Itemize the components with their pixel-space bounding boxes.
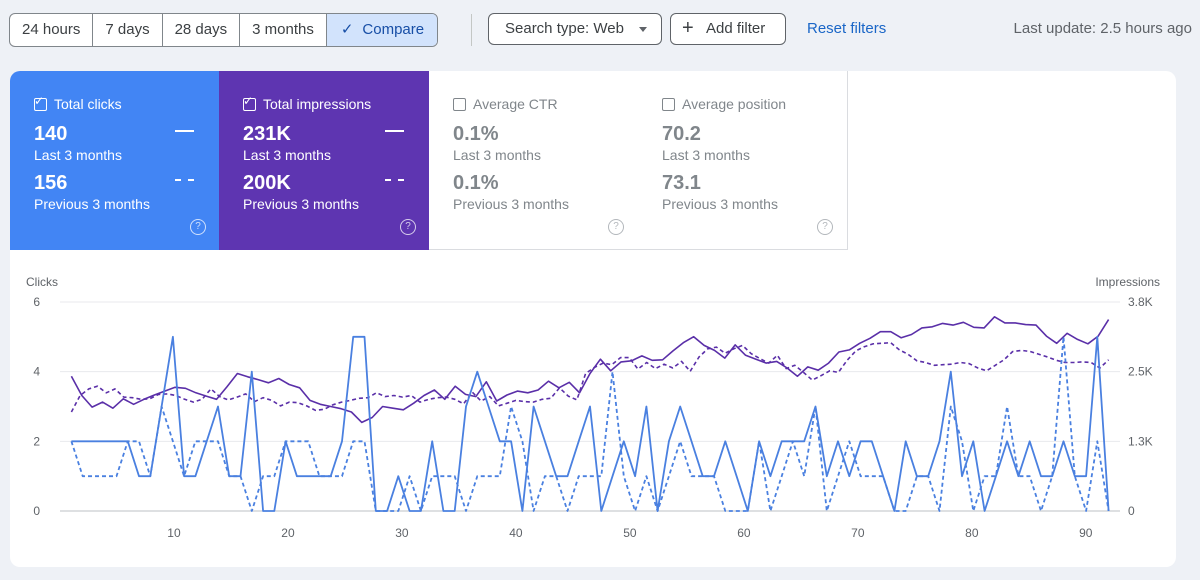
metric-tile-average-ctr[interactable]: Average CTR 0.1% Last 3 months 0.1% Prev…: [429, 71, 639, 250]
metric-tile-total-impressions[interactable]: ✓ Total impressions 231K Last 3 months 2…: [219, 71, 430, 250]
metric-prev-period: Previous 3 months: [243, 196, 359, 212]
y-axis-right: 0 1.3K 2.5K 3.8K: [1128, 295, 1153, 518]
y-right-tick-label: 3.8K: [1128, 295, 1153, 309]
metric-tile-total-clicks[interactable]: ✓ Total clicks 140 Last 3 months 156 Pre…: [10, 71, 220, 250]
x-tick-label: 50: [623, 526, 637, 540]
metric-period: Last 3 months: [453, 147, 541, 163]
metric-tile-average-position[interactable]: Average position 70.2 Last 3 months 73.1…: [638, 71, 848, 250]
check-icon: ✓: [340, 21, 354, 38]
performance-chart-svg: Clicks Impressions 0 2 4 6 0 1.3K 2.5K 3.8K 10…: [26, 275, 1160, 540]
y-right-tick-label: 1.3K: [1128, 434, 1153, 448]
solid-line-legend-icon: [175, 130, 194, 132]
y-axis-left-title: Clicks: [26, 275, 58, 289]
metric-period: Last 3 months: [662, 147, 750, 163]
range-28-days-button[interactable]: 28 days: [163, 14, 241, 46]
search-type-label: Search type: Web: [505, 20, 624, 37]
x-tick-label: 30: [395, 526, 409, 540]
x-tick-label: 80: [965, 526, 979, 540]
x-axis: 10 20 30 40 50 60 70 80 90: [167, 526, 1093, 540]
metric-label: Average CTR: [473, 96, 558, 112]
help-icon[interactable]: ?: [817, 219, 833, 235]
compare-button[interactable]: ✓ Compare: [326, 14, 438, 46]
metric-prev-value: 200K: [243, 172, 291, 194]
y-right-tick-label: 2.5K: [1128, 365, 1153, 379]
plus-icon: +: [682, 17, 694, 39]
compare-label: Compare: [362, 21, 425, 38]
metric-value: 0.1%: [453, 123, 499, 145]
metric-prev-period: Previous 3 months: [34, 196, 150, 212]
help-icon[interactable]: ?: [190, 219, 206, 235]
y-left-tick-label: 0: [33, 504, 40, 518]
solid-line-legend-icon: [385, 130, 404, 132]
series-line-impressions-previous: [70, 341, 1110, 413]
metric-period: Last 3 months: [243, 147, 331, 163]
chevron-down-icon: [639, 27, 647, 32]
check-icon: ✓: [34, 94, 45, 108]
checkbox-total-impressions[interactable]: ✓: [243, 94, 256, 111]
series-line-clicks-current: [71, 335, 1110, 512]
x-tick-label: 10: [167, 526, 181, 540]
x-tick-label: 40: [509, 526, 523, 540]
help-icon[interactable]: ?: [608, 219, 624, 235]
toolbar: 24 hours 7 days 28 days 3 months ✓ Compar…: [0, 0, 1200, 62]
date-range-selector: 24 hours 7 days 28 days 3 months ✓ Compar…: [9, 13, 439, 47]
y-axis-left: 0 2 4 6: [33, 295, 40, 518]
metric-period: Last 3 months: [34, 147, 122, 163]
x-tick-label: 70: [851, 526, 865, 540]
y-left-tick-label: 4: [33, 365, 40, 379]
metric-prev-value: 156: [34, 172, 68, 194]
y-right-tick-label: 0: [1128, 504, 1135, 518]
add-filter-label: Add filter: [706, 20, 766, 37]
metric-prev-value: 0.1%: [453, 172, 499, 194]
series-line-impressions-current: [70, 316, 1110, 424]
metric-label: Total clicks: [54, 96, 122, 112]
metric-value: 231K: [243, 123, 291, 145]
dashed-line-legend-icon: [385, 179, 404, 181]
x-tick-label: 60: [737, 526, 751, 540]
range-24-hours-button[interactable]: 24 hours: [10, 14, 94, 46]
metric-value: 70.2: [662, 123, 701, 145]
chart-grid: [60, 301, 1120, 512]
checkbox-total-clicks[interactable]: ✓: [34, 94, 47, 111]
range-3-months-button[interactable]: 3 months: [240, 14, 327, 46]
reset-filters-link[interactable]: Reset filters: [807, 20, 887, 37]
x-tick-label: 90: [1079, 526, 1093, 540]
chart-series: [70, 316, 1110, 512]
search-type-dropdown[interactable]: Search type: Web: [488, 13, 662, 45]
y-axis-right-title: Impressions: [1095, 275, 1160, 289]
toolbar-divider: [471, 14, 472, 46]
add-filter-button[interactable]: + Add filter: [670, 13, 786, 45]
range-7-days-button[interactable]: 7 days: [93, 14, 163, 46]
dashed-line-legend-icon: [175, 179, 194, 181]
metric-prev-period: Previous 3 months: [453, 196, 569, 212]
metric-label: Total impressions: [263, 96, 372, 112]
performance-card: ✓ Total clicks 140 Last 3 months 156 Pre…: [10, 71, 1176, 567]
metric-value: 140: [34, 123, 68, 145]
metric-prev-period: Previous 3 months: [662, 196, 778, 212]
help-icon[interactable]: ?: [400, 219, 416, 235]
check-icon: ✓: [243, 94, 254, 108]
checkbox-average-position[interactable]: [662, 98, 675, 111]
last-update-text: Last update: 2.5 hours ago: [1013, 20, 1192, 37]
y-left-tick-label: 6: [33, 295, 40, 309]
series-line-clicks-previous: [70, 335, 1110, 512]
checkbox-average-ctr[interactable]: [453, 98, 466, 111]
metric-prev-value: 73.1: [662, 172, 701, 194]
metric-label: Average position: [682, 96, 787, 112]
performance-chart: Clicks Impressions 0 2 4 6 0 1.3K 2.5K 3.8K 10…: [10, 251, 1176, 567]
x-tick-label: 20: [281, 526, 295, 540]
y-left-tick-label: 2: [33, 434, 40, 448]
